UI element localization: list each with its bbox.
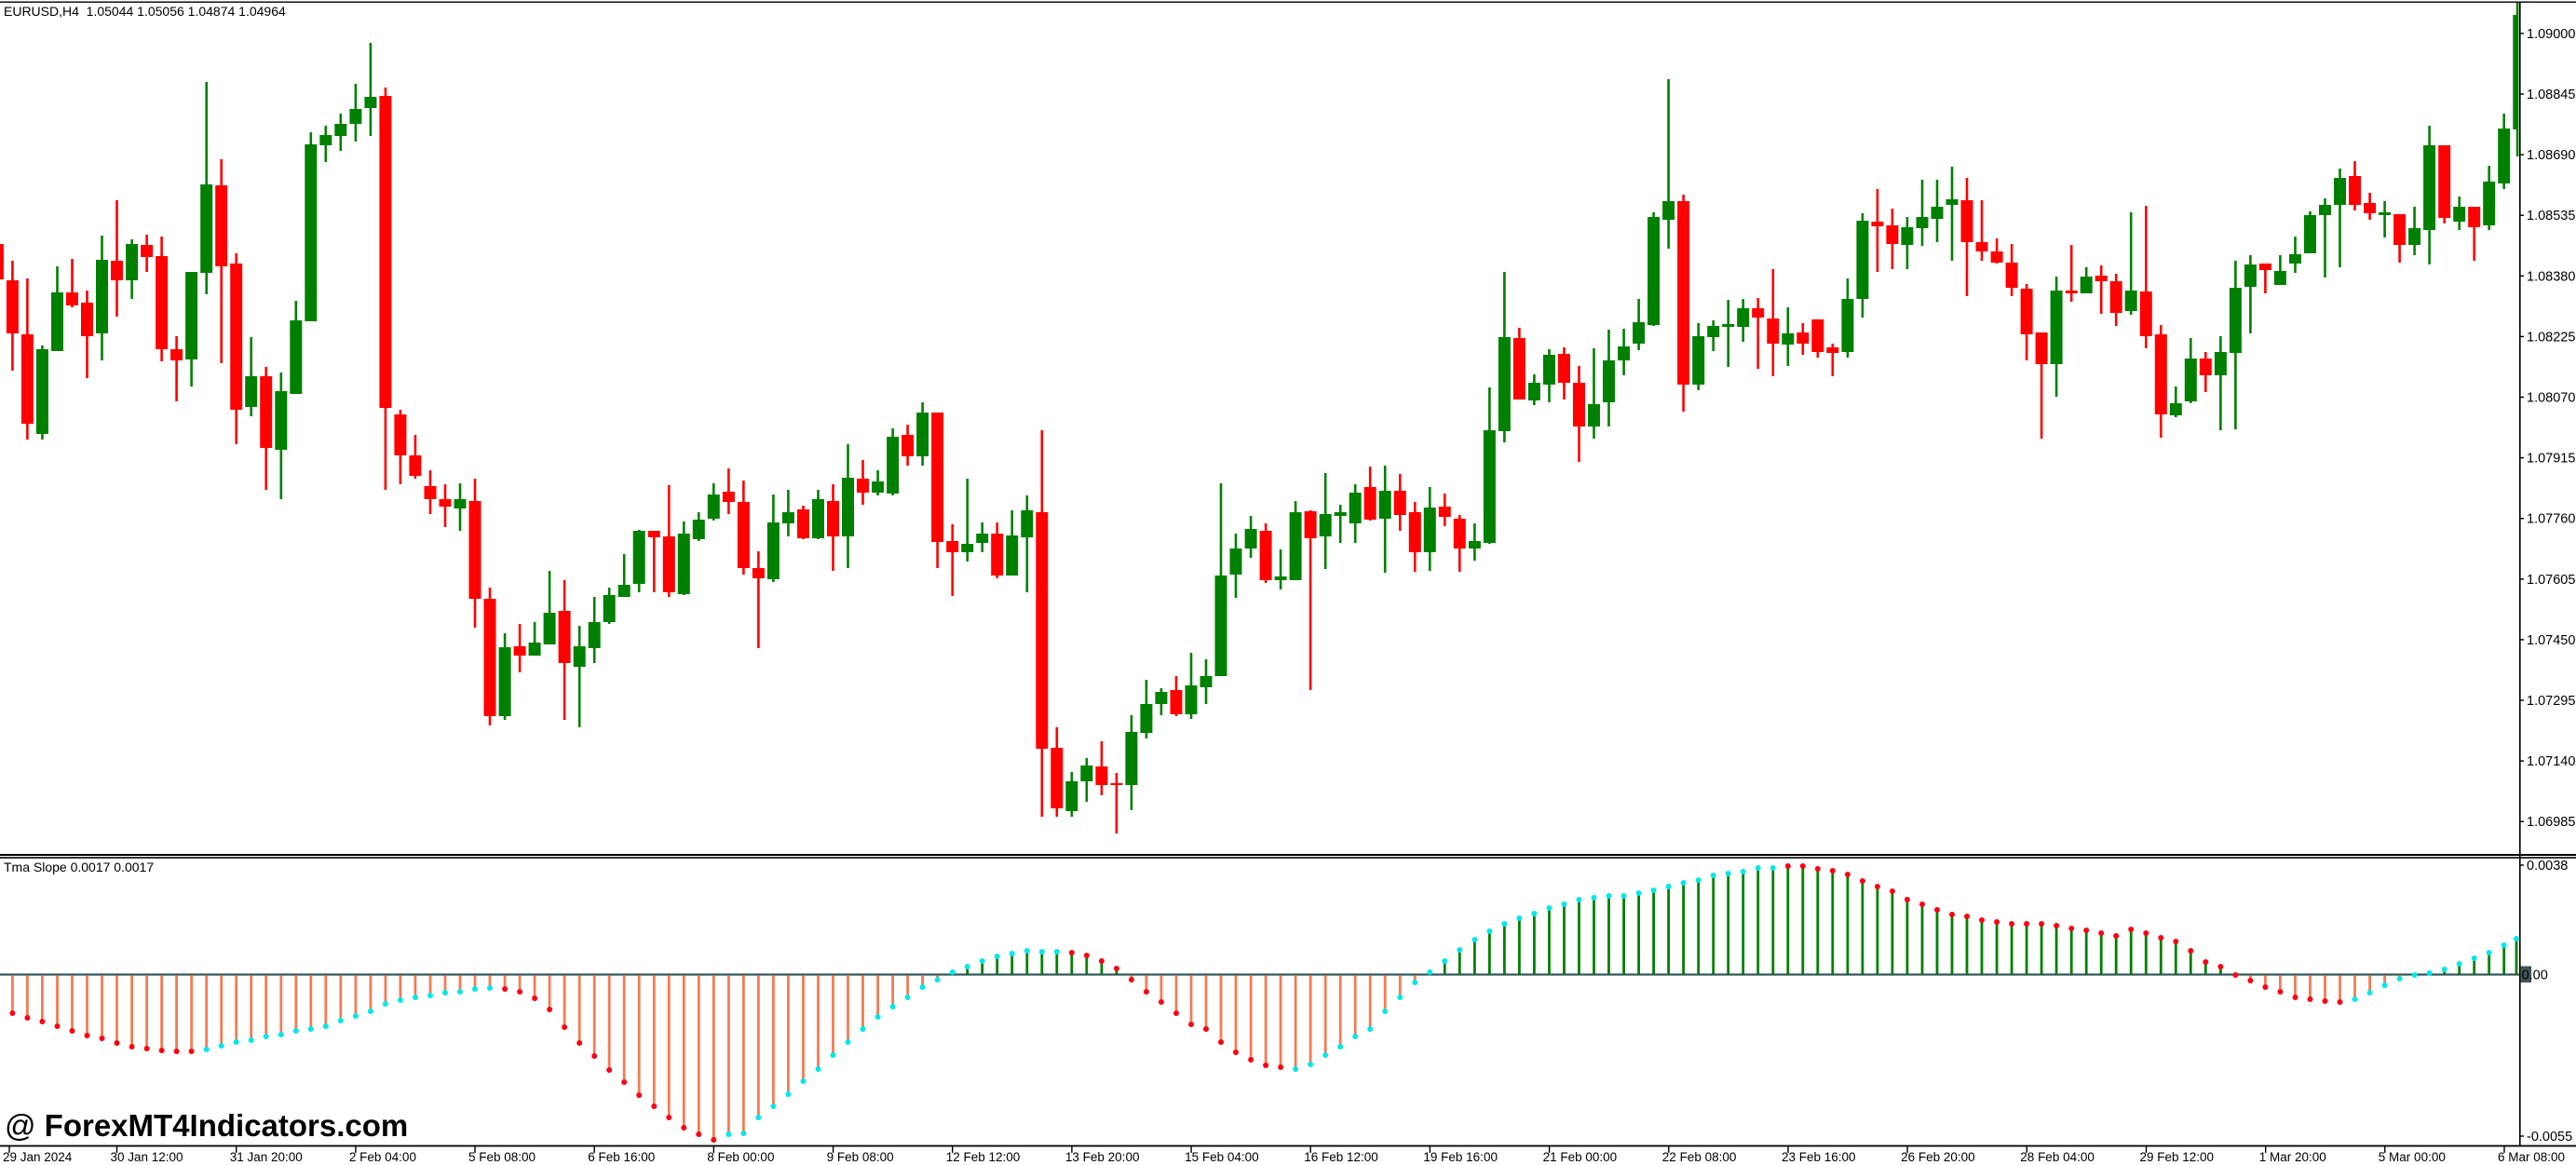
svg-text:21 Feb 00:00: 21 Feb 00:00	[1543, 1150, 1618, 1164]
svg-text:1.07140: 1.07140	[2527, 754, 2575, 769]
svg-text:13 Feb 20:00: 13 Feb 20:00	[1065, 1150, 1140, 1164]
svg-text:30 Jan 12:00: 30 Jan 12:00	[111, 1150, 183, 1164]
svg-text:1.08845: 1.08845	[2527, 88, 2575, 102]
svg-text:1.08070: 1.08070	[2527, 391, 2575, 406]
svg-text:@ ForexMT4Indicators.com: @ ForexMT4Indicators.com	[5, 1108, 408, 1143]
svg-text:1.07450: 1.07450	[2527, 633, 2575, 648]
svg-text:0.0038: 0.0038	[2527, 859, 2568, 874]
svg-text:1.07760: 1.07760	[2527, 512, 2575, 527]
svg-text:-0.0055: -0.0055	[2527, 1130, 2572, 1145]
svg-text:5 Feb 08:00: 5 Feb 08:00	[468, 1150, 536, 1164]
svg-text:16 Feb 12:00: 16 Feb 12:00	[1304, 1150, 1378, 1164]
svg-text:23 Feb 16:00: 23 Feb 16:00	[1782, 1150, 1856, 1164]
svg-text:1.07915: 1.07915	[2527, 452, 2575, 467]
svg-text:1.09000: 1.09000	[2527, 27, 2575, 42]
svg-text:12 Feb 12:00: 12 Feb 12:00	[946, 1150, 1021, 1164]
svg-text:0.00: 0.00	[2522, 969, 2548, 983]
svg-text:29 Jan 2024: 29 Jan 2024	[3, 1150, 73, 1164]
svg-text:19 Feb 16:00: 19 Feb 16:00	[1423, 1150, 1498, 1164]
svg-text:1.06985: 1.06985	[2527, 815, 2575, 830]
svg-text:22 Feb 08:00: 22 Feb 08:00	[1662, 1150, 1737, 1164]
svg-text:28 Feb 04:00: 28 Feb 04:00	[2020, 1150, 2095, 1164]
svg-text:1.08225: 1.08225	[2527, 330, 2575, 345]
svg-text:6 Mar 08:00: 6 Mar 08:00	[2498, 1150, 2565, 1164]
svg-text:1.07295: 1.07295	[2527, 694, 2575, 709]
svg-text:Tma Slope 0.0017 0.0017: Tma Slope 0.0017 0.0017	[4, 860, 154, 874]
svg-text:9 Feb 08:00: 9 Feb 08:00	[827, 1150, 894, 1164]
svg-text:1.08690: 1.08690	[2527, 148, 2575, 163]
svg-text:8 Feb 00:00: 8 Feb 00:00	[707, 1150, 774, 1164]
svg-text:1.07605: 1.07605	[2527, 573, 2575, 588]
svg-text:1.08535: 1.08535	[2527, 209, 2575, 224]
svg-text:6 Feb 16:00: 6 Feb 16:00	[588, 1150, 655, 1164]
svg-text:15 Feb 04:00: 15 Feb 04:00	[1185, 1150, 1259, 1164]
svg-text:29 Feb 12:00: 29 Feb 12:00	[2140, 1150, 2215, 1164]
svg-text:1.08380: 1.08380	[2527, 269, 2575, 284]
svg-text:31 Jan 20:00: 31 Jan 20:00	[230, 1150, 303, 1164]
svg-text:EURUSD,H4 1.05044 1.05056 1.0: EURUSD,H4 1.05044 1.05056 1.04874 1.0496…	[4, 4, 286, 19]
svg-text:26 Feb 20:00: 26 Feb 20:00	[1901, 1150, 1975, 1164]
svg-text:2 Feb 04:00: 2 Feb 04:00	[349, 1150, 416, 1164]
svg-text:5 Mar 00:00: 5 Mar 00:00	[2379, 1150, 2446, 1164]
svg-text:1 Mar 20:00: 1 Mar 20:00	[2259, 1150, 2326, 1164]
